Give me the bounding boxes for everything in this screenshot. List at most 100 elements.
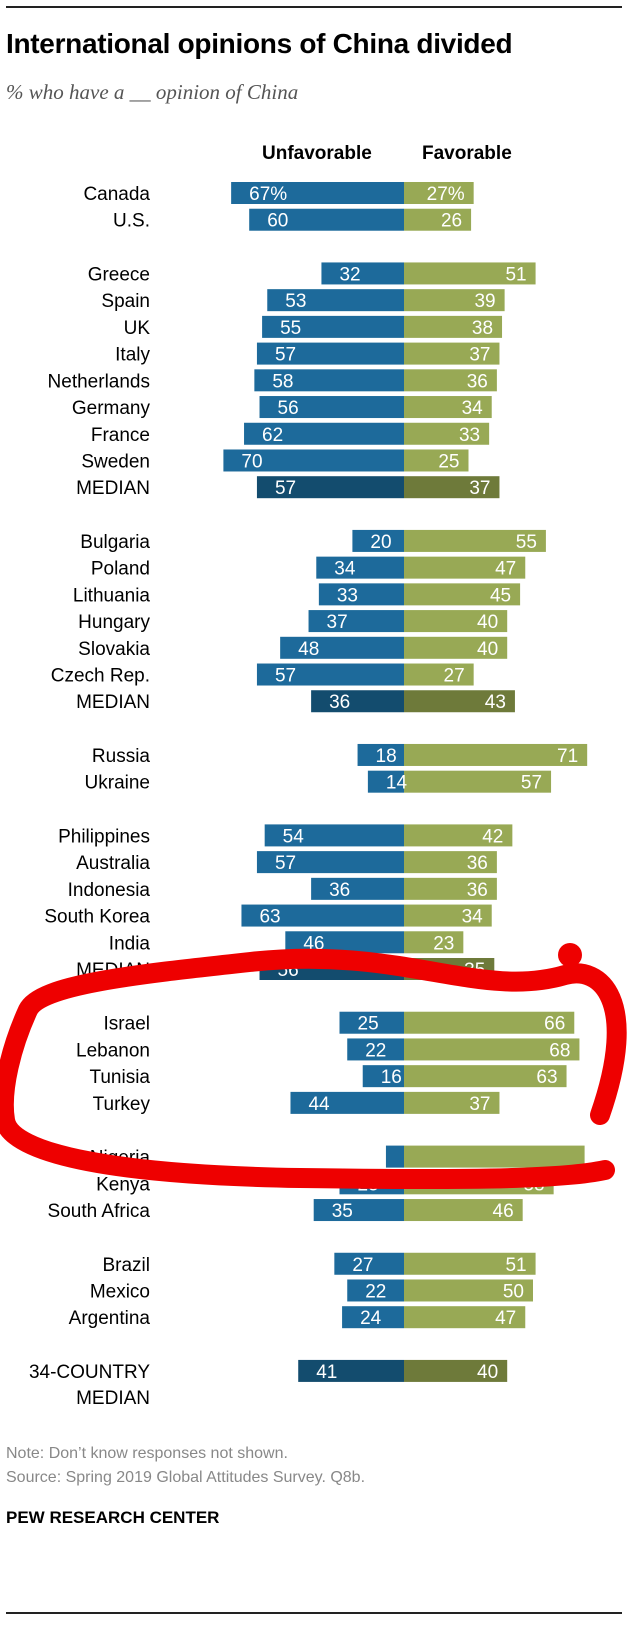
value-label-favorable-mexico: 50 — [503, 1281, 524, 1302]
row-label-argentina: Argentina — [69, 1308, 151, 1329]
row-label-mexico: Mexico — [90, 1281, 150, 1302]
value-label-favorable-ukraine: 57 — [521, 773, 542, 794]
bar-unfavorable-median — [311, 690, 404, 713]
bar-unfavorable-nigeria — [385, 1145, 404, 1168]
row-label-lithuania: Lithuania — [73, 585, 151, 606]
bar-favorable-france — [404, 422, 490, 445]
bar-unfavorable-sweden — [223, 449, 404, 472]
value-label-unfavorable-hungary: 37 — [327, 612, 348, 633]
value-label-unfavorable-france: 62 — [262, 425, 283, 446]
value-label-favorable-median: 35 — [464, 960, 485, 981]
bar-unfavorable-australia — [256, 851, 404, 874]
bar-unfavorable-indonesia — [311, 877, 404, 900]
value-label-favorable-tunisia: 63 — [536, 1067, 557, 1088]
value-label-unfavorable-median: 36 — [329, 692, 350, 713]
bar-unfavorable-south-korea — [241, 904, 404, 927]
source-text: Source: Spring 2019 Global Attitudes Sur… — [6, 1469, 366, 1486]
value-label-unfavorable-netherlands: 58 — [272, 371, 293, 392]
note-text: Note: Don’t know responses not shown. — [6, 1445, 288, 1462]
bar-unfavorable-canada — [231, 182, 404, 204]
value-label-favorable-greece: 51 — [505, 264, 526, 285]
bar-unfavorable-lithuania — [318, 583, 404, 606]
bar-unfavorable-u-s — [249, 208, 404, 231]
value-label-favorable-brazil: 51 — [505, 1255, 526, 1276]
row-label-netherlands: Netherlands — [48, 371, 150, 392]
bar-favorable-sweden — [404, 449, 469, 472]
value-label-unfavorable-poland: 34 — [334, 559, 356, 580]
bar-unfavorable-bulgaria — [352, 529, 404, 552]
bottom-rule — [6, 1612, 622, 1614]
bar-favorable-lithuania — [404, 583, 521, 606]
row-label-south-korea: South Korea — [44, 907, 150, 928]
row-label-u-s: U.S. — [113, 211, 150, 232]
bar-unfavorable-south-africa — [313, 1199, 404, 1222]
row-label-russia: Russia — [92, 746, 151, 767]
row-label-france: France — [91, 425, 150, 446]
value-label-unfavorable-ukraine: 14 — [386, 773, 408, 794]
value-label-unfavorable-uk: 55 — [280, 318, 301, 339]
value-label-unfavorable-germany: 56 — [278, 398, 299, 419]
bar-favorable-uk — [404, 315, 503, 338]
bar-unfavorable-mexico — [347, 1279, 404, 1302]
bar-favorable-germany — [404, 396, 492, 419]
bar-unfavorable-russia — [357, 743, 404, 766]
value-label-unfavorable-turkey: 44 — [308, 1094, 330, 1115]
value-label-favorable-slovakia: 40 — [477, 639, 498, 660]
row-label-greece: Greece — [88, 264, 150, 285]
legend-unfavorable: Unfavorable — [262, 143, 372, 164]
value-label-favorable-germany: 34 — [462, 398, 484, 419]
legend-favorable: Favorable — [422, 143, 512, 164]
bar-favorable-indonesia — [404, 877, 497, 900]
value-label-unfavorable-indonesia: 36 — [329, 880, 350, 901]
bar-unfavorable-ukraine — [367, 770, 404, 793]
value-label-favorable-lebanon: 68 — [549, 1040, 570, 1061]
bar-unfavorable-argentina — [342, 1306, 404, 1329]
bar-unfavorable-hungary — [308, 610, 404, 633]
bar-favorable-australia — [404, 851, 497, 874]
value-label-favorable-india: 23 — [433, 933, 454, 954]
value-label-favorable-france: 33 — [459, 425, 480, 446]
value-label-favorable-israel: 66 — [544, 1014, 565, 1035]
value-label-unfavorable-canada: 67% — [249, 184, 287, 205]
row-label-lebanon: Lebanon — [76, 1040, 150, 1061]
bar-unfavorable-slovakia — [280, 636, 404, 659]
row-label-slovakia: Slovakia — [78, 639, 150, 660]
row-label-australia: Australia — [76, 853, 150, 874]
value-label-favorable-czech-rep: 27 — [444, 666, 465, 687]
value-label-unfavorable-italy: 57 — [275, 345, 296, 366]
bar-unfavorable-india — [285, 931, 404, 954]
row-label-ukraine: Ukraine — [85, 773, 150, 794]
value-label-favorable-turkey: 37 — [469, 1094, 490, 1115]
row-label-kenya: Kenya — [96, 1174, 150, 1195]
bar-unfavorable-uk — [262, 315, 404, 338]
value-label-favorable-uk: 38 — [472, 318, 493, 339]
value-label-favorable-south-africa: 46 — [493, 1201, 514, 1222]
value-label-unfavorable-tunisia: 16 — [381, 1067, 402, 1088]
bar-unfavorable-brazil — [334, 1252, 404, 1275]
row-label-spain: Spain — [101, 291, 150, 312]
bar-favorable-canada — [404, 182, 474, 204]
row-label-philippines: Philippines — [58, 826, 150, 847]
bar-favorable-brazil — [404, 1252, 536, 1275]
value-label-unfavorable-lebanon: 22 — [365, 1040, 386, 1061]
bar-unfavorable-germany — [259, 396, 404, 419]
row-label-czech-rep: Czech Rep. — [51, 666, 150, 687]
row-label-hungary: Hungary — [78, 612, 150, 633]
bar-unfavorable-france — [244, 422, 404, 445]
bar-favorable-slovakia — [404, 636, 508, 659]
bar-favorable-russia — [404, 743, 588, 766]
bar-favorable-philippines — [404, 824, 513, 847]
bar-favorable-india — [404, 931, 464, 954]
value-label-unfavorable-south-africa: 35 — [332, 1201, 353, 1222]
value-label-favorable-netherlands: 36 — [467, 371, 488, 392]
row-label-poland: Poland — [91, 559, 150, 580]
bar-unfavorable-czech-rep — [256, 663, 404, 686]
value-label-favorable-hungary: 40 — [477, 612, 498, 633]
value-label-unfavorable-spain: 53 — [285, 291, 306, 312]
row-label-south-africa: South Africa — [48, 1201, 151, 1222]
row-label-turkey: Turkey — [93, 1094, 151, 1115]
bar-favorable-czech-rep — [404, 663, 474, 686]
bar-favorable-poland — [404, 556, 526, 579]
value-label-unfavorable-slovakia: 48 — [298, 639, 319, 660]
bar-favorable-median — [404, 476, 500, 499]
